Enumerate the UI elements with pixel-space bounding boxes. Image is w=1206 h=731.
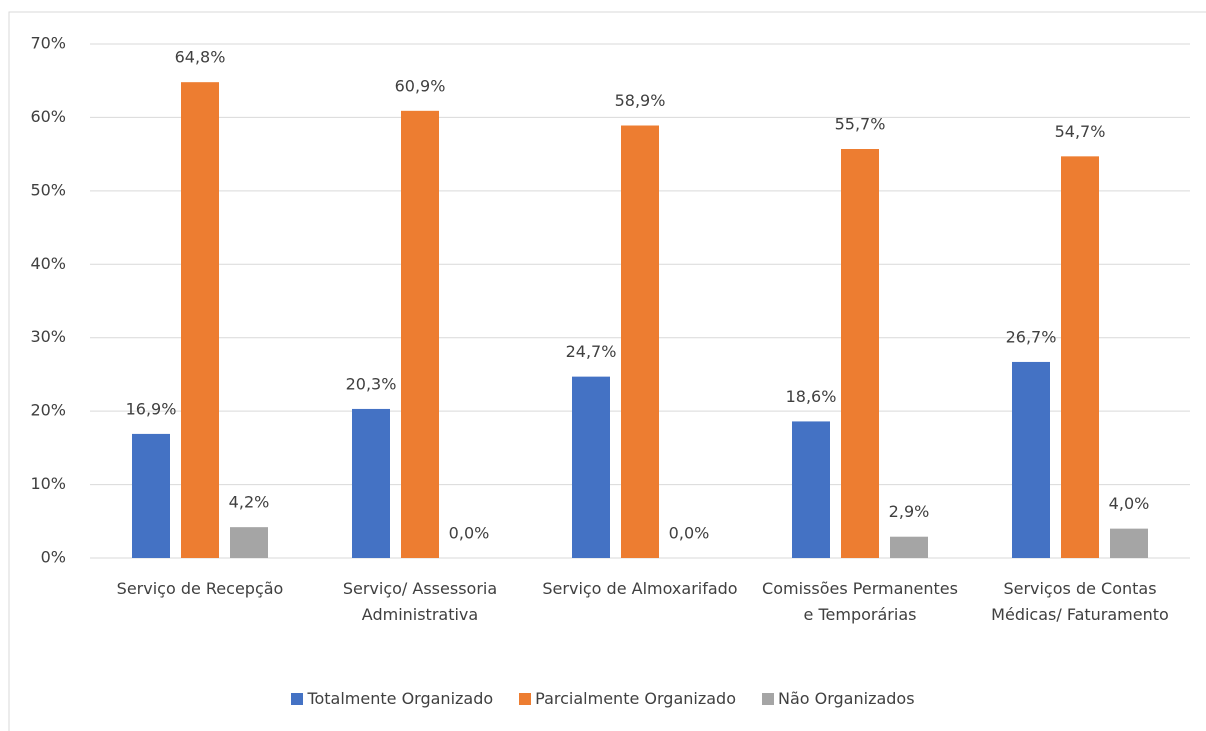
x-tick-label: Comissões Permanentes e Temporárias (762, 579, 958, 624)
legend: Totalmente Organizado Parcialmente Organi… (0, 689, 1206, 708)
legend-item: Parcialmente Organizado (519, 689, 736, 708)
bar (572, 376, 610, 558)
legend-swatch (761, 692, 774, 705)
legend-label: Parcialmente Organizado (535, 689, 736, 708)
legend-label: Não Organizados (777, 689, 915, 708)
data-label: 58,9% (615, 91, 666, 110)
y-tick-label: 20% (30, 401, 66, 420)
x-tick-label: Serviço de Almoxarifado (542, 579, 738, 598)
data-label: 2,9% (889, 502, 930, 521)
data-label: 60,9% (395, 76, 446, 95)
legend-swatch (519, 692, 532, 705)
data-label: 64,8% (175, 48, 226, 67)
y-tick-label: 40% (30, 254, 66, 273)
y-tick-label: 60% (30, 107, 66, 126)
bar (890, 536, 928, 558)
bar (1110, 528, 1148, 558)
legend-item: Totalmente Organizado (291, 689, 493, 708)
y-tick-label: 50% (30, 180, 66, 199)
bar (621, 125, 659, 559)
bar (132, 433, 170, 558)
bar (1012, 361, 1050, 558)
data-label: 20,3% (346, 374, 397, 393)
bar (1061, 156, 1099, 559)
data-label: 4,2% (229, 493, 270, 512)
x-tick-label: Serviço/ Assessoria Administrativa (342, 579, 498, 624)
data-label: 54,7% (1055, 122, 1106, 141)
bar (792, 421, 830, 558)
bar (841, 149, 879, 558)
legend-item: Não Organizados (761, 689, 915, 708)
bar (181, 82, 219, 558)
y-tick-label: 30% (30, 327, 66, 346)
y-tick-label: 70% (30, 34, 66, 53)
data-label: 55,7% (835, 115, 886, 134)
data-label: 0,0% (669, 524, 710, 543)
legend-swatch (291, 692, 304, 705)
data-label: 26,7% (1006, 327, 1057, 346)
data-label: 0,0% (449, 524, 490, 543)
chart-border (8, 11, 1206, 731)
bar (352, 408, 390, 558)
x-tick-label: Serviços de Contas Médicas/ Faturamento (991, 579, 1169, 624)
data-label: 4,0% (1109, 494, 1150, 513)
legend-label: Totalmente Organizado (307, 689, 494, 708)
data-label: 18,6% (786, 387, 837, 406)
x-tick-label: Serviço de Recepção (116, 579, 284, 598)
data-label: 24,7% (566, 342, 617, 361)
y-tick-label: 10% (30, 474, 66, 493)
y-tick-label: 0% (41, 548, 66, 567)
data-label: 16,9% (126, 399, 177, 418)
bar (401, 110, 439, 558)
bar (230, 527, 268, 558)
